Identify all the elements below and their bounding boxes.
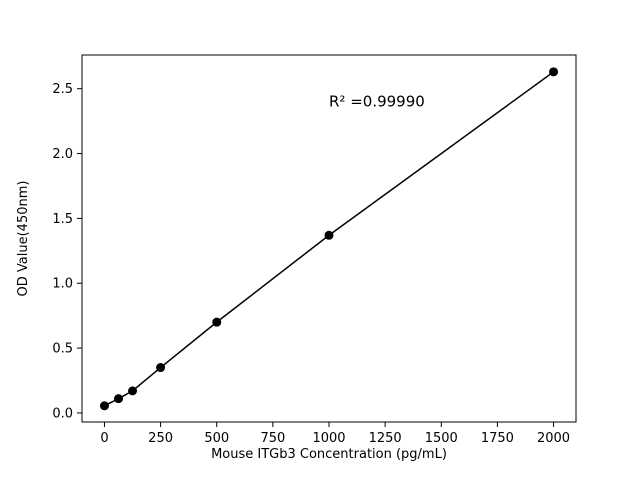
x-tick-label: 250 [148,431,173,446]
y-tick-label: 1.0 [52,277,73,292]
x-tick-label: 0 [100,431,108,446]
data-point [113,394,123,404]
data-point [156,363,166,373]
x-tick-label: 1500 [425,431,458,446]
data-point [324,230,334,240]
y-tick-label: 2.0 [52,147,73,162]
y-axis-label: OD Value(450nm) [16,181,31,297]
y-tick-label: 0.0 [52,406,73,421]
data-point [549,67,559,77]
x-tick-label: 2000 [537,431,570,446]
data-point [128,386,138,396]
data-point [212,317,222,327]
y-tick-label: 1.5 [52,212,73,227]
x-tick-label: 500 [204,431,229,446]
r-squared-annotation: R² =0.99990 [329,93,425,111]
y-tick-label: 0.5 [52,342,73,357]
data-point [99,401,109,411]
x-tick-label: 1250 [369,431,402,446]
x-tick-label: 750 [260,431,285,446]
y-tick-label: 2.5 [52,82,73,97]
x-tick-label: 1000 [312,431,345,446]
x-tick-label: 1750 [481,431,514,446]
x-axis-label: Mouse ITGb3 Concentration (pg/mL) [211,447,447,462]
